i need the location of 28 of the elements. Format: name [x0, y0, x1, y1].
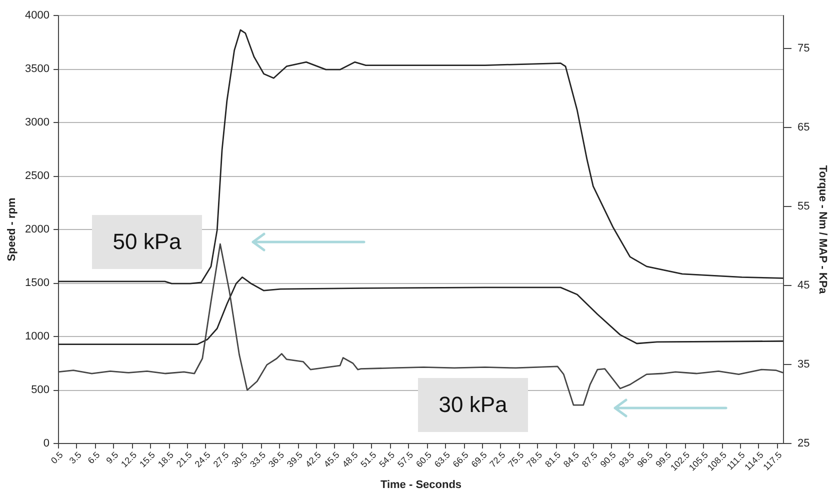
y2-tick-label: 75 — [798, 42, 810, 55]
y-tick-label: 2000 — [25, 224, 50, 236]
x-tick-label: 0.5 — [48, 450, 65, 466]
y2-axis-title: Torque - Nm / MAP - KPa — [816, 165, 829, 295]
y2-tick-label: 55 — [798, 200, 810, 213]
y2-tick-label: 65 — [798, 122, 810, 134]
x-axis-title: Time - Seconds — [380, 478, 462, 491]
y-tick-label: 0 — [43, 438, 50, 450]
x-tick-label: 6.5 — [86, 450, 102, 466]
y-tick-label: 3000 — [25, 116, 50, 128]
y-tick-label: 3500 — [25, 63, 50, 75]
x-tick-label: 72.5 — [488, 450, 508, 470]
annotation: 30 kPa — [418, 378, 528, 432]
y2-tick-label: 35 — [798, 358, 810, 371]
y-axis-title: Speed - rpm — [6, 198, 18, 262]
annotation: 50 kPa — [92, 215, 202, 269]
y-tick-label: 1500 — [25, 277, 50, 289]
x-tick-label: 9.5 — [104, 450, 120, 466]
y-tick-label: 1000 — [25, 330, 50, 342]
x-tick-label: 3.5 — [67, 450, 84, 466]
y-tick-label: 500 — [31, 384, 50, 396]
line-series — [57, 276, 784, 345]
y2-tick-label: 25 — [798, 438, 810, 450]
x-tick-label: 75.5 — [506, 450, 526, 470]
line-series — [57, 29, 784, 284]
y2-tick-label: 45 — [798, 280, 810, 292]
y-tick-label: 2500 — [25, 170, 50, 182]
y-tick-label: 4000 — [25, 10, 50, 22]
